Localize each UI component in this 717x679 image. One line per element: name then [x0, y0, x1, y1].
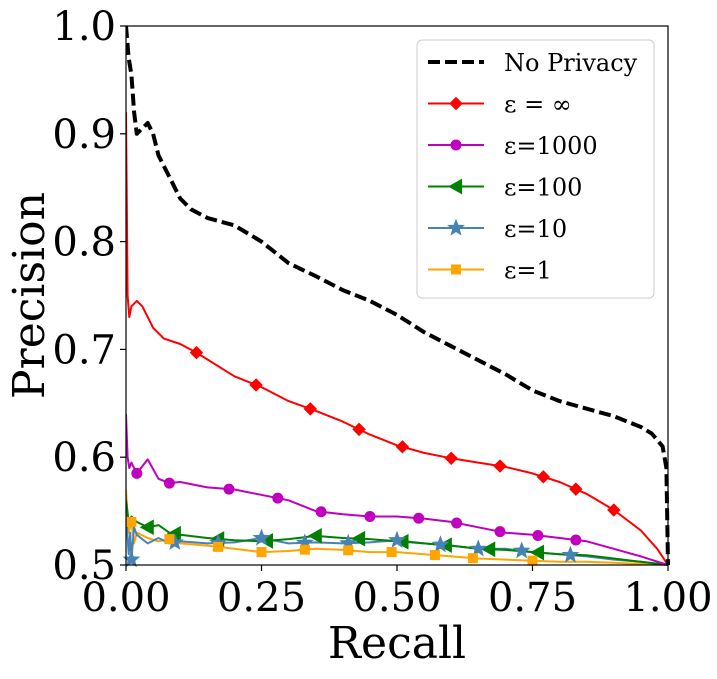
series-1-point-3 — [352, 422, 366, 437]
legend-label-1: ε = ∞ — [504, 91, 572, 119]
series-2-point-4 — [315, 506, 327, 518]
series-2-point-6 — [413, 512, 425, 524]
series-5-point-9 — [527, 555, 538, 566]
x-tick-label-3: 0.75 — [488, 575, 577, 621]
x-tick-label-1: 0.25 — [217, 575, 306, 621]
legend-marker-5 — [451, 264, 461, 275]
y-axis-label: Precision — [4, 192, 55, 399]
series-5-point-6 — [386, 547, 397, 558]
series-2-point-3 — [272, 492, 284, 504]
series-4-point-10 — [561, 545, 580, 563]
series-1-point-4 — [395, 440, 410, 454]
series-4-point-8 — [469, 539, 488, 557]
series-5-point-4 — [299, 544, 310, 555]
legend-marker-4 — [447, 218, 465, 236]
series-1-point-6 — [493, 459, 507, 473]
x-axis-label: Recall — [328, 618, 466, 669]
legend-label-0: No Privacy — [504, 49, 638, 77]
legend-label-3: ε=100 — [504, 174, 582, 202]
series-1-point-2 — [303, 402, 317, 416]
y-tick-label-4: 0.9 — [52, 112, 116, 158]
y-tick-label-5: 1.0 — [52, 4, 116, 50]
series-3-point-4 — [307, 528, 322, 544]
y-tick-label-1: 0.6 — [52, 435, 116, 481]
legend-marker-1 — [449, 96, 463, 111]
series-3-point-8 — [481, 541, 496, 558]
legend-label-5: ε=1 — [504, 257, 552, 285]
series-5-point-2 — [213, 541, 224, 552]
series-2-point-1 — [163, 477, 175, 489]
legend-marker-3 — [447, 178, 463, 195]
series-4-point-9 — [512, 541, 531, 559]
series-4-point-7 — [431, 535, 450, 553]
legend-label-2: ε=1000 — [504, 132, 598, 160]
series-line-0 — [126, 25, 670, 566]
series-2-point-10 — [570, 534, 582, 546]
series-line-5 — [126, 489, 669, 566]
series-2-point-2 — [223, 483, 235, 495]
series-3-point-0 — [139, 519, 154, 536]
series-1-point-0 — [189, 345, 204, 360]
series-2-point-9 — [532, 529, 544, 541]
series-5-point-1 — [164, 534, 175, 545]
series-5-point-3 — [256, 547, 267, 558]
y-tick-label-2: 0.7 — [52, 327, 116, 373]
x-tick-label-4: 1.00 — [623, 575, 712, 621]
legend-marker-2 — [450, 139, 462, 151]
series-1-point-8 — [569, 482, 583, 496]
series-3-point-5 — [351, 530, 366, 547]
legend-label-4: ε=10 — [504, 215, 567, 243]
series-5-point-0 — [126, 516, 137, 527]
series-1-point-9 — [607, 503, 621, 517]
series-2-point-7 — [451, 517, 463, 529]
series-2-point-5 — [364, 510, 376, 522]
series-1-point-5 — [444, 451, 458, 465]
series-5-point-5 — [343, 545, 354, 556]
series-2-point-8 — [494, 526, 506, 538]
series-4-point-6 — [388, 530, 406, 548]
y-tick-label-0: 0.5 — [52, 543, 116, 589]
x-tick-label-2: 0.50 — [352, 575, 441, 621]
series-1-point-7 — [536, 470, 551, 484]
series-5-point-7 — [429, 550, 440, 561]
x-tick-label-0: 0.00 — [81, 575, 170, 621]
y-tick-label-3: 0.8 — [52, 220, 116, 266]
series-2-point-0 — [131, 467, 143, 479]
series-4-point-3 — [252, 528, 271, 546]
series-5-point-8 — [467, 553, 478, 564]
series-1-point-1 — [249, 378, 263, 392]
